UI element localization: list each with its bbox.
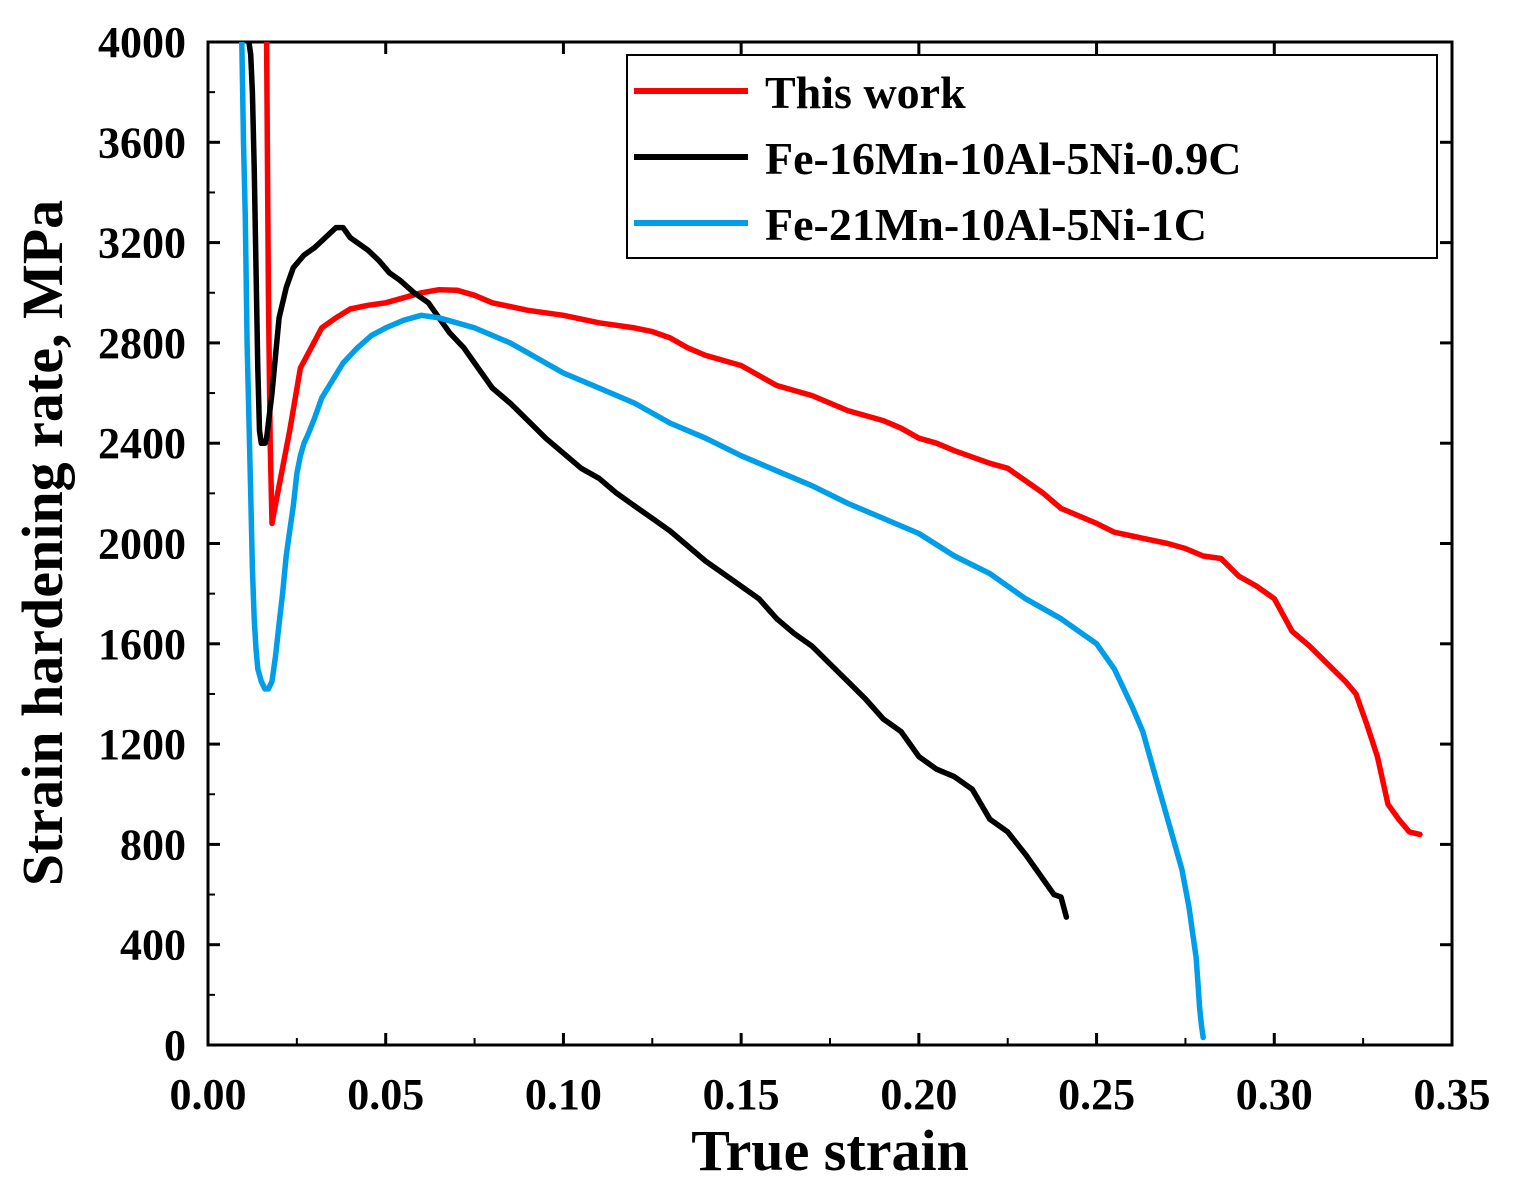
y-tick-label: 2000: [98, 520, 186, 569]
y-axis-title: Strain hardening rate, MPa: [10, 200, 75, 886]
y-tick-label: 4000: [98, 18, 186, 67]
series-line-fe16mn: [246, 42, 1070, 920]
y-tick-label: 0: [164, 1021, 186, 1070]
y-tick-label: 1600: [98, 620, 186, 669]
y-tick-label: 1200: [98, 720, 186, 769]
legend-box: [626, 54, 1438, 259]
y-tick-label: 400: [120, 921, 186, 970]
x-tick-label: 0.10: [525, 1070, 602, 1119]
series-line-this-work: [263, 42, 1423, 838]
y-tick-label: 2400: [98, 419, 186, 468]
x-axis-title: True strain: [691, 1118, 969, 1183]
x-tick-label: 0.15: [703, 1070, 780, 1119]
legend: This work Fe-16Mn-10Al-5Ni-0.9C Fe-21Mn-…: [626, 54, 1438, 259]
x-tick-label: 0.30: [1236, 1070, 1313, 1119]
legend-label-fe21mn: Fe-21Mn-10Al-5Ni-1C: [765, 199, 1207, 250]
legend-label-this-work: This work: [765, 67, 966, 118]
y-tick-label: 2800: [98, 319, 186, 368]
series-line-fe21mn: [239, 42, 1206, 1041]
y-tick-label: 800: [120, 820, 186, 869]
x-axis-ticks: 0.00 0.05 0.10 0.15 0.20 0.25 0.30 0.35: [170, 42, 1491, 1119]
x-tick-label: 0.35: [1414, 1070, 1491, 1119]
x-tick-label: 0.25: [1058, 1070, 1135, 1119]
x-tick-label: 0.20: [880, 1070, 957, 1119]
x-tick-label: 0.00: [170, 1070, 247, 1119]
y-tick-label: 3600: [98, 118, 186, 167]
y-axis-ticks: 0 400 800 1200 1600 2000 2400 2800 3200 3600 4000: [98, 18, 1452, 1070]
legend-label-fe16mn: Fe-16Mn-10Al-5Ni-0.9C: [765, 133, 1242, 184]
y-tick-label: 3200: [98, 219, 186, 268]
series-layer: [239, 42, 1423, 1041]
x-tick-label: 0.05: [347, 1070, 424, 1119]
